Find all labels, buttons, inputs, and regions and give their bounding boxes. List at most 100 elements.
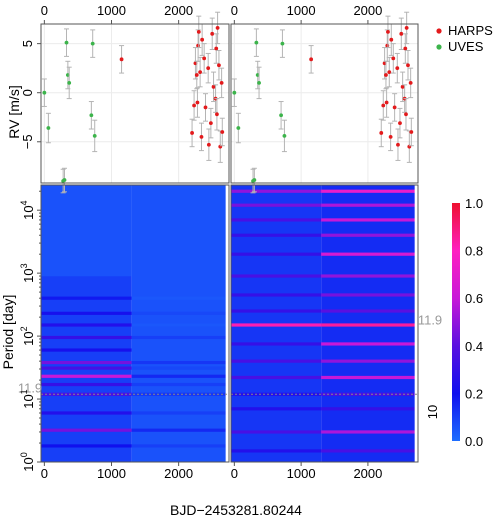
heatmap-left-band-right-8 bbox=[131, 382, 228, 387]
rv-right-harps-point bbox=[409, 130, 414, 134]
rv-right-harps-point bbox=[385, 43, 390, 48]
rv-right-harps-point bbox=[386, 29, 390, 34]
heatmap-right-band-right-8 bbox=[321, 323, 417, 327]
rv-right-harps-point bbox=[381, 103, 386, 108]
panel-frame-tl bbox=[40, 23, 230, 184]
rv-right-uves-point bbox=[252, 178, 257, 182]
rv-left-harps-point bbox=[199, 134, 204, 139]
heatmap-left-band-right-6 bbox=[131, 366, 228, 370]
rv-left-uves-point bbox=[67, 80, 72, 85]
rv-left-uves-point bbox=[90, 41, 95, 46]
rv-y-tick-label: −5 bbox=[20, 134, 35, 149]
heatmap-left-band-right-1 bbox=[131, 311, 228, 315]
panel-frame-br bbox=[230, 184, 419, 463]
rv-left-harps-point bbox=[196, 43, 201, 48]
heatmap-right-band-left-6 bbox=[231, 293, 322, 297]
rv-left-uves-point bbox=[42, 90, 47, 95]
heatmap-right-edge-strip bbox=[414, 185, 418, 462]
rv-right-uves-point bbox=[282, 133, 287, 138]
rv-right-uves-point bbox=[236, 126, 241, 130]
rv-right-harps-point bbox=[389, 37, 394, 42]
rv-right-harps-point bbox=[387, 70, 392, 74]
rv-left-harps-point bbox=[198, 70, 203, 74]
rv-left-harps-point bbox=[119, 57, 124, 62]
colorbar-tick-label: 0.2 bbox=[465, 386, 483, 401]
rv-left-harps-point bbox=[220, 130, 225, 134]
heatmap-right-band-right-10 bbox=[321, 359, 417, 363]
rv-left-harps-point bbox=[194, 73, 199, 77]
heatmap-left-band-left-3 bbox=[41, 335, 132, 340]
heatmap-layer bbox=[41, 185, 418, 462]
colorbar-side-label: 10 bbox=[425, 405, 440, 419]
rv-right-harps-point bbox=[391, 56, 396, 61]
heatmap-right-band-left-0 bbox=[231, 189, 322, 193]
rv-left-harps-point bbox=[202, 56, 207, 61]
rv-left-uves-point bbox=[89, 113, 94, 118]
colorbar-tick-label: 1.0 bbox=[465, 196, 483, 211]
heatmap-left-band-right-9 bbox=[131, 392, 228, 396]
colorbar-tick-label: 0.4 bbox=[465, 339, 483, 354]
x-tick-label-top-right: 1000 bbox=[287, 3, 316, 18]
rv-right-harps-point bbox=[404, 112, 408, 117]
heatmap-left-band-right-7 bbox=[131, 374, 228, 378]
heatmap-left-band-left-5 bbox=[41, 360, 132, 365]
rv-right-uves-point bbox=[232, 90, 237, 95]
heatmap-right-band-left-14 bbox=[231, 430, 322, 434]
rv-right-harps-point bbox=[398, 121, 402, 126]
rv-left-harps-point bbox=[200, 37, 205, 42]
data-layer bbox=[41, 11, 414, 194]
heatmap-left-band-right-0 bbox=[131, 296, 228, 300]
rv-left-harps-point bbox=[217, 63, 221, 68]
heatmap-left-band-left-10 bbox=[41, 411, 132, 415]
rv-right-uves-point bbox=[257, 80, 261, 85]
rv-left-harps-point bbox=[211, 84, 216, 89]
x-tick-label-bottom-right: 1000 bbox=[287, 466, 316, 481]
text-layer: RV [m/s] Period [day] BJD−2453281.80244 … bbox=[0, 3, 483, 518]
heatmap-right-band-right-14 bbox=[321, 430, 417, 434]
heatmap-left-band-left-12 bbox=[41, 444, 132, 448]
rv-left-harps-point bbox=[206, 142, 211, 147]
x-tick-label-bottom-right: 2000 bbox=[353, 466, 382, 481]
rv-right-harps-point bbox=[400, 84, 405, 89]
heatmap-right-band-right-1 bbox=[321, 203, 417, 207]
heatmap-right-band-left-5 bbox=[231, 274, 322, 278]
heatmap-right-band-left-2 bbox=[231, 218, 322, 222]
annotation-label-right: 11.9 bbox=[418, 312, 442, 327]
heatmap-left-edge-strip bbox=[225, 185, 229, 462]
heatmap-right-band-right-3 bbox=[321, 233, 417, 237]
time-axis-label: BJD−2453281.80244 bbox=[170, 502, 302, 518]
x-tick-label-bottom-right: 0 bbox=[231, 466, 238, 481]
rv-right-harps-point bbox=[384, 73, 388, 77]
rv-left-harps-point bbox=[208, 121, 213, 126]
heatmap-right-band-left-15 bbox=[231, 449, 322, 453]
rv-right-harps-point bbox=[388, 134, 393, 139]
x-tick-label-top-right: 2000 bbox=[353, 3, 382, 18]
x-tick-label-top-left: 1000 bbox=[97, 3, 126, 18]
heatmap-right-band-right-0 bbox=[321, 189, 417, 193]
rv-left-harps-point bbox=[192, 103, 196, 108]
period-y-tick-label: 103 bbox=[19, 263, 36, 282]
rv-right-harps-point bbox=[379, 131, 384, 135]
heatmap-left-band-right-3 bbox=[131, 335, 228, 340]
heatmap-left-band-left-2 bbox=[41, 323, 132, 327]
heatmap-left-band-left-0 bbox=[41, 296, 132, 300]
rv-left-harps-point bbox=[203, 105, 208, 110]
rv-right-harps-point bbox=[403, 46, 408, 51]
heatmap-left-band-left-6 bbox=[41, 366, 132, 370]
rv-y-tick-label: 0 bbox=[20, 89, 35, 96]
x-tick-label-top-right: 0 bbox=[231, 3, 238, 18]
rv-left-harps-point bbox=[215, 112, 219, 117]
rv-right-harps-point bbox=[404, 26, 409, 30]
rv-right-harps-point bbox=[408, 80, 413, 85]
rv-left-harps-point bbox=[196, 29, 201, 34]
frame-layer bbox=[37, 20, 460, 466]
colorbar-tick-label: 0.6 bbox=[465, 291, 483, 306]
x-tick-label-top-left: 0 bbox=[41, 3, 48, 18]
rv-left-harps-point bbox=[190, 131, 194, 135]
heatmap-right-band-right-12 bbox=[321, 392, 417, 396]
annotation-label-left: 11.9 bbox=[18, 380, 42, 395]
heatmap-right-band-left-4 bbox=[231, 252, 322, 256]
rv-left-uves-point bbox=[46, 126, 51, 130]
